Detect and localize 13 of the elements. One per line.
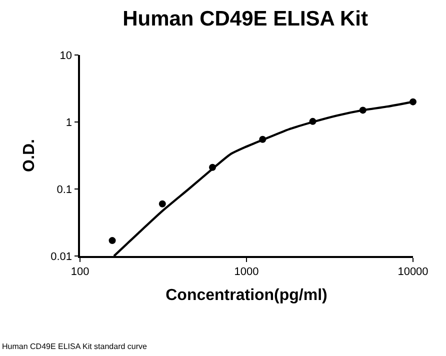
- text: Human CD49E ELISA Kit standard curve: [2, 342, 148, 351]
- x-tick-label: 10000: [398, 266, 428, 278]
- x-tick-label: 1000: [234, 266, 259, 278]
- x-tick-label: 100: [70, 266, 90, 278]
- y-tick-label: 1: [66, 116, 72, 129]
- y-tick-label: 0.01: [50, 250, 72, 263]
- point: [158, 200, 166, 208]
- point: [108, 237, 116, 244]
- y-tick-label: 0.1: [56, 184, 72, 196]
- y-axis-title: O.D.: [21, 139, 38, 172]
- x-axis-title: Concentration(pg/ml): [166, 287, 328, 304]
- chart-title: Human CD49E ELISA Kit: [122, 7, 368, 30]
- y-tick-label: 10: [60, 50, 72, 62]
